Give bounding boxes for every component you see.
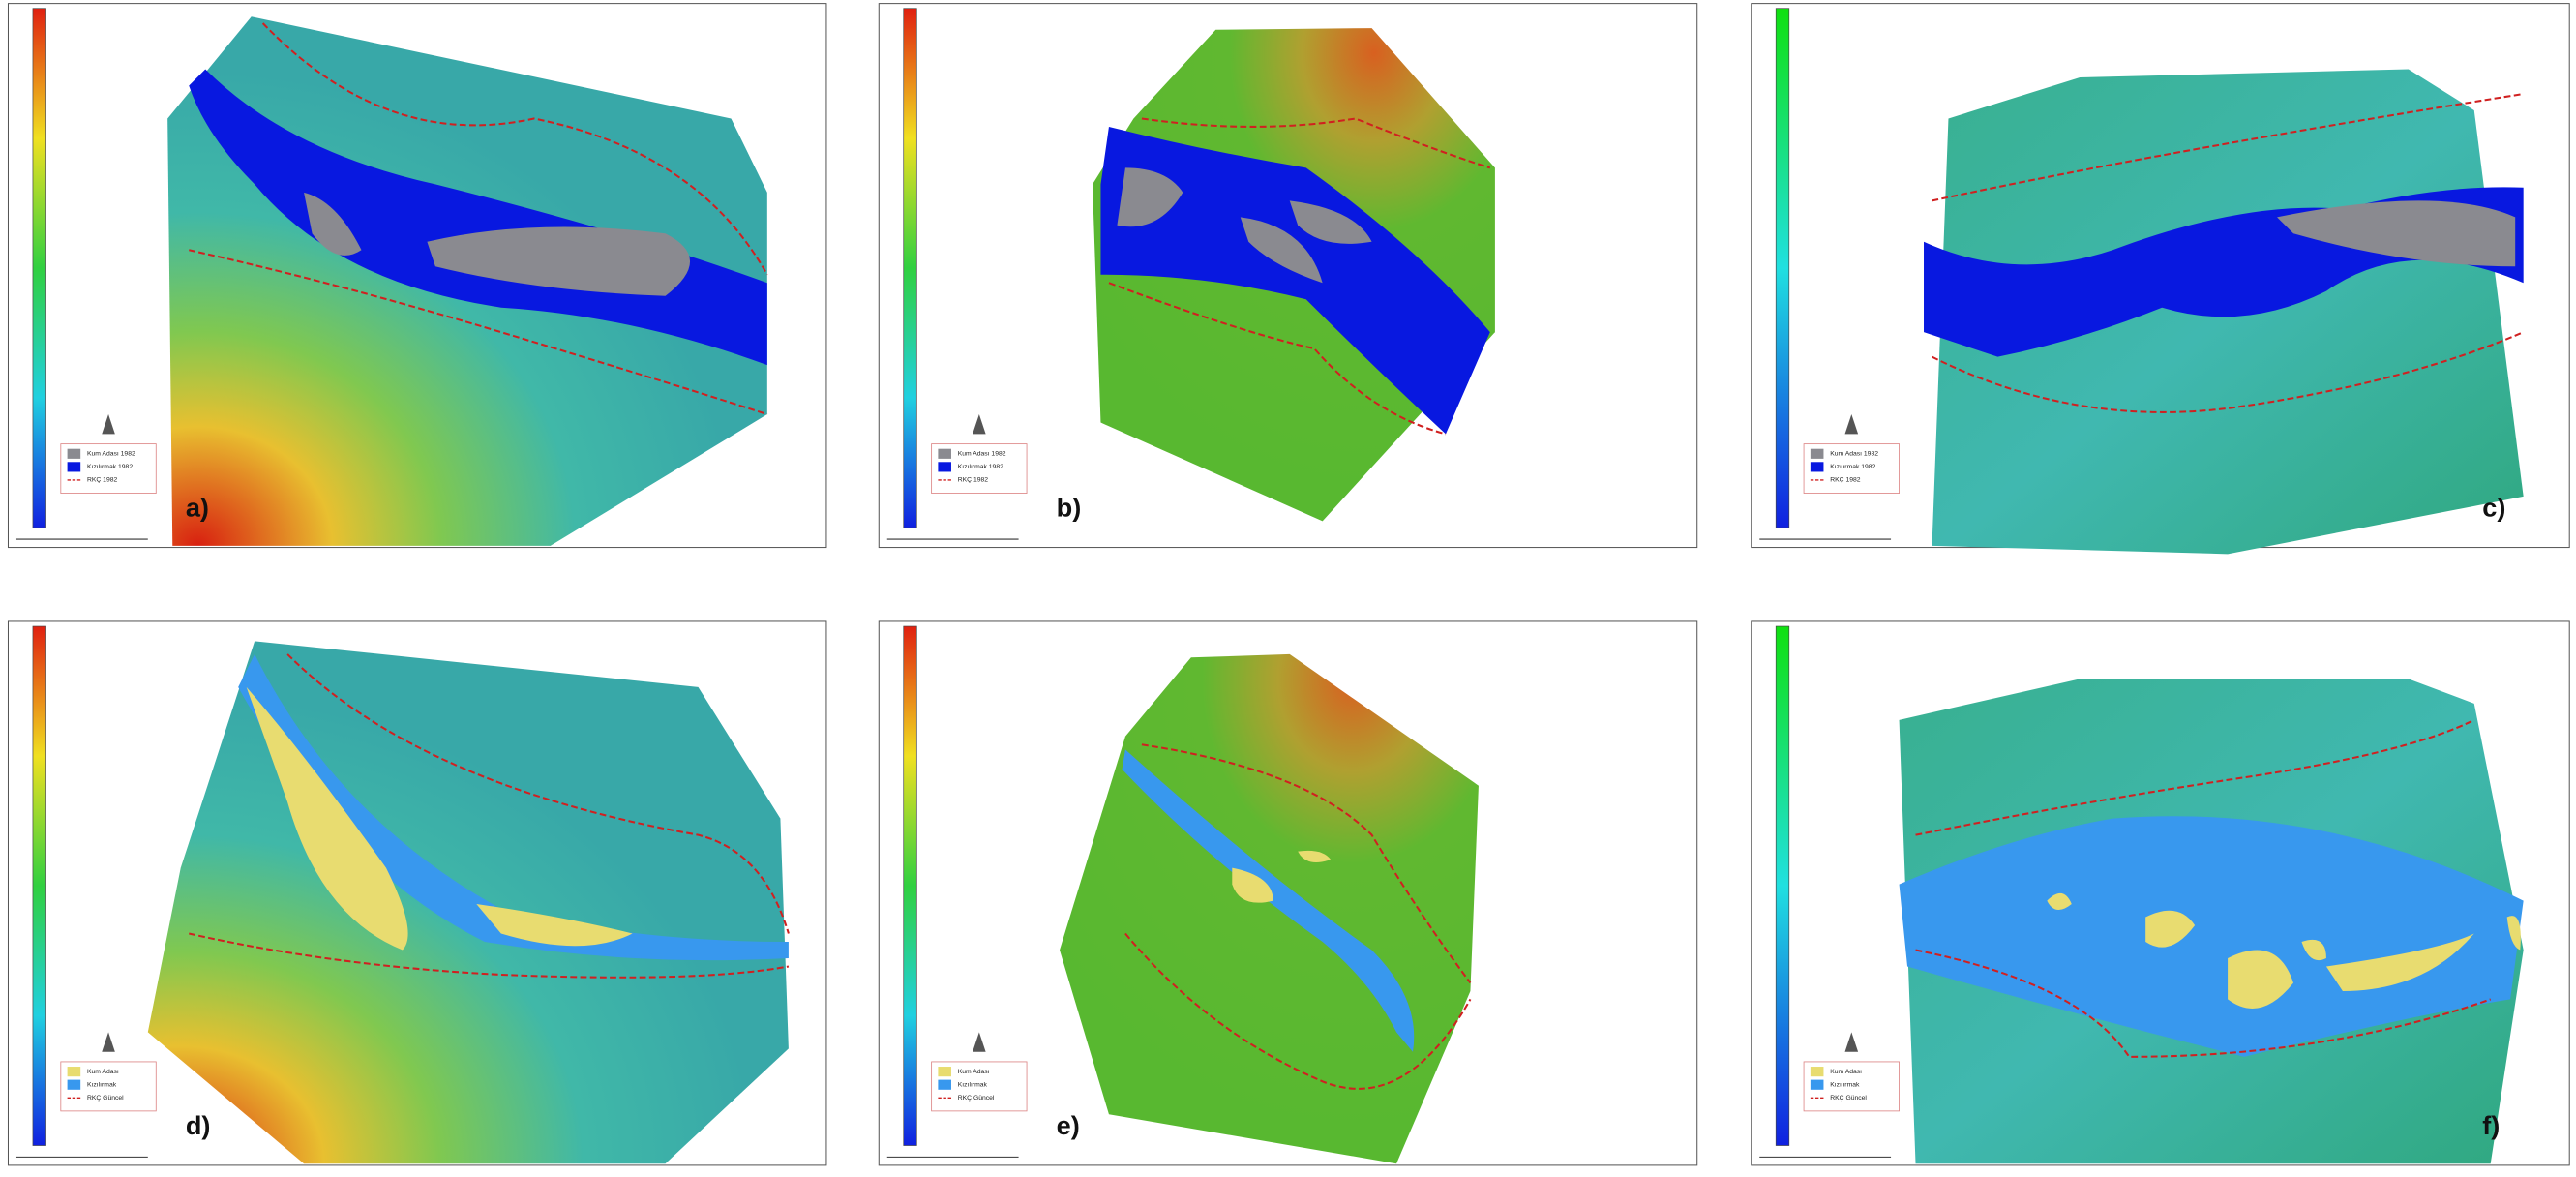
color-bar bbox=[1776, 626, 1789, 1145]
legend-swatch bbox=[1811, 462, 1824, 471]
legend-label: Kızılırmak 1982 bbox=[958, 464, 1003, 470]
legend-label: Kum Adası 1982 bbox=[87, 451, 135, 458]
panel-label: c) bbox=[2482, 493, 2505, 523]
map-panel: Kum Adası Kızılırmak RKÇ Güncel e) bbox=[879, 621, 1696, 1165]
legend-swatch bbox=[1811, 1080, 1824, 1090]
map-panel: Kum Adası 1982 Kızılırmak 1982 RKÇ 1982 a) bbox=[8, 4, 825, 548]
legend-swatch bbox=[1811, 1067, 1824, 1076]
legend-label: Kum Adası 1982 bbox=[958, 451, 1006, 458]
legend-label: RKÇ 1982 bbox=[958, 477, 989, 484]
panel-label: d) bbox=[186, 1110, 211, 1140]
panel-label: a) bbox=[186, 493, 209, 523]
legend-swatch bbox=[938, 462, 951, 471]
map-panel: Kum Adası Kızılırmak RKÇ Güncel d) bbox=[8, 621, 825, 1165]
panel-label: f) bbox=[2482, 1110, 2500, 1140]
legend-label: Kızılırmak 1982 bbox=[1830, 464, 1875, 470]
legend-label: Kızılırmak bbox=[87, 1082, 117, 1089]
legend-label: RKÇ 1982 bbox=[1830, 477, 1861, 484]
legend-label: Kum Adası bbox=[958, 1069, 990, 1075]
color-bar bbox=[33, 9, 46, 528]
legend-label: Kızılırmak bbox=[958, 1082, 988, 1089]
legend-swatch bbox=[938, 449, 951, 459]
legend-swatch bbox=[68, 1080, 81, 1090]
legend-label: RKÇ Güncel bbox=[958, 1095, 995, 1102]
color-bar bbox=[1776, 9, 1789, 528]
legend-swatch bbox=[68, 1067, 81, 1076]
color-bar bbox=[904, 9, 917, 528]
legend-label: Kum Adası bbox=[87, 1069, 119, 1075]
legend-swatch bbox=[68, 449, 81, 459]
map-panel: Kum Adası Kızılırmak RKÇ Güncel f) bbox=[1752, 621, 2569, 1165]
legend-swatch bbox=[938, 1080, 951, 1090]
legend-label: RKÇ Güncel bbox=[87, 1095, 124, 1102]
color-bar bbox=[33, 626, 46, 1145]
map-panel: Kum Adası 1982 Kızılırmak 1982 RKÇ 1982 b) bbox=[879, 4, 1696, 548]
panel-label: e) bbox=[1057, 1110, 1080, 1140]
map-panel: Kum Adası 1982 Kızılırmak 1982 RKÇ 1982 c) bbox=[1752, 4, 2569, 555]
legend-label: RKÇ 1982 bbox=[87, 477, 118, 484]
legend-label: Kum Adası bbox=[1830, 1069, 1862, 1075]
legend-label: RKÇ Güncel bbox=[1830, 1095, 1867, 1102]
legend-label: Kızılırmak 1982 bbox=[87, 464, 133, 470]
figure: Kum Adası 1982Kızılırmak 1982RKÇ 1982a)K… bbox=[0, 0, 2576, 1177]
legend-swatch bbox=[68, 462, 81, 471]
legend-label: Kızılırmak bbox=[1830, 1082, 1860, 1089]
color-bar bbox=[904, 626, 917, 1145]
panel-label: b) bbox=[1057, 493, 1082, 523]
legend-swatch bbox=[938, 1067, 951, 1076]
legend-swatch bbox=[1811, 449, 1824, 459]
legend-label: Kum Adası 1982 bbox=[1830, 451, 1878, 458]
